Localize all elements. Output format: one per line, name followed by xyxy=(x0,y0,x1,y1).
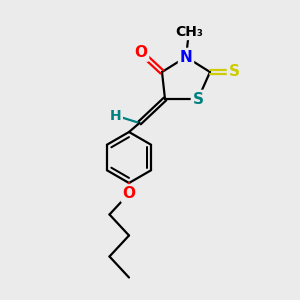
Text: H: H xyxy=(110,109,121,122)
Text: O: O xyxy=(134,45,148,60)
Text: O: O xyxy=(122,186,136,201)
Text: N: N xyxy=(180,50,192,64)
Text: S: S xyxy=(229,64,239,80)
Text: S: S xyxy=(193,92,203,106)
Text: CH₃: CH₃ xyxy=(175,25,203,38)
